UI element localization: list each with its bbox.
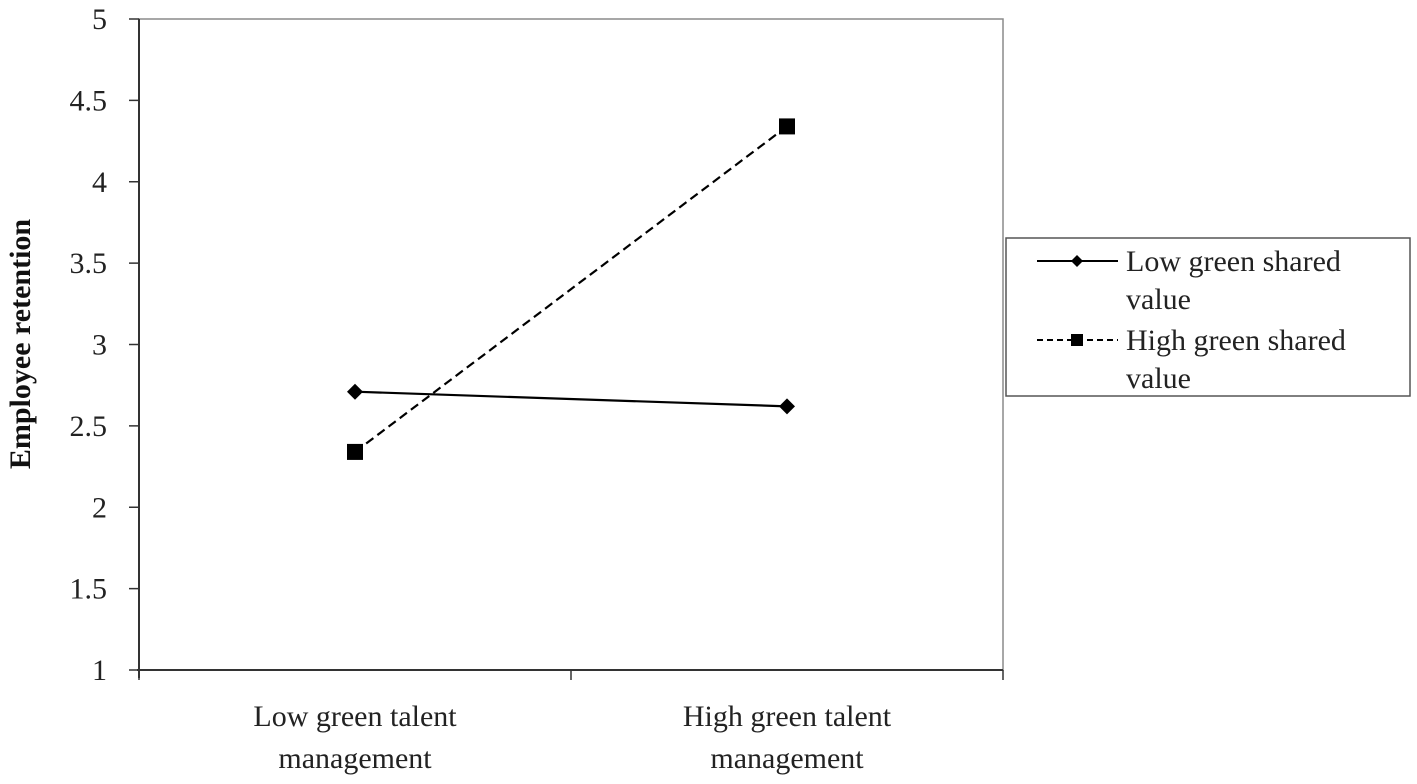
- series-low-green-shared-value: [347, 383, 795, 415]
- legend-entry: Low green shared value: [1037, 245, 1341, 316]
- plot-area: [138, 18, 1004, 671]
- y-axis: 1 1.5 2 2.5 3 3.5 4 4.5 5: [70, 3, 140, 687]
- diamond-marker: [1071, 255, 1083, 267]
- legend: Low green shared value High green shared va…: [1005, 237, 1411, 397]
- legend-label: Low green shared value: [1126, 245, 1341, 316]
- legend-entry: High green shared value: [1037, 324, 1346, 395]
- series-line: [354, 390, 788, 408]
- y-tick-label: 1: [92, 654, 107, 687]
- diamond-marker: [779, 398, 795, 415]
- series-line: [354, 125, 788, 453]
- y-tick-label: 2: [92, 491, 107, 524]
- y-tick-label: 3: [92, 329, 107, 362]
- legend-box: [1005, 237, 1411, 397]
- y-tick-label: 5: [92, 3, 107, 36]
- y-tick-label: 4: [92, 166, 107, 199]
- y-tick-label: 3.5: [70, 247, 108, 280]
- y-tick-label: 1.5: [70, 573, 108, 606]
- diamond-marker: [347, 383, 363, 400]
- square-marker: [347, 443, 363, 460]
- x-axis: Low green talent management High green tal…: [137, 669, 1004, 775]
- series-layer: [347, 118, 795, 460]
- legend-label: High green shared value: [1126, 324, 1346, 395]
- series-high-green-shared-value: [347, 118, 795, 460]
- square-marker: [1071, 334, 1083, 346]
- y-tick-label: 4.5: [70, 84, 108, 117]
- y-axis-title: Employee retention: [4, 219, 37, 470]
- square-marker: [779, 118, 795, 135]
- x-category-label: High green talent management: [683, 700, 892, 775]
- x-category-label: Low green talent management: [253, 700, 457, 775]
- y-tick-label: 2.5: [70, 410, 108, 443]
